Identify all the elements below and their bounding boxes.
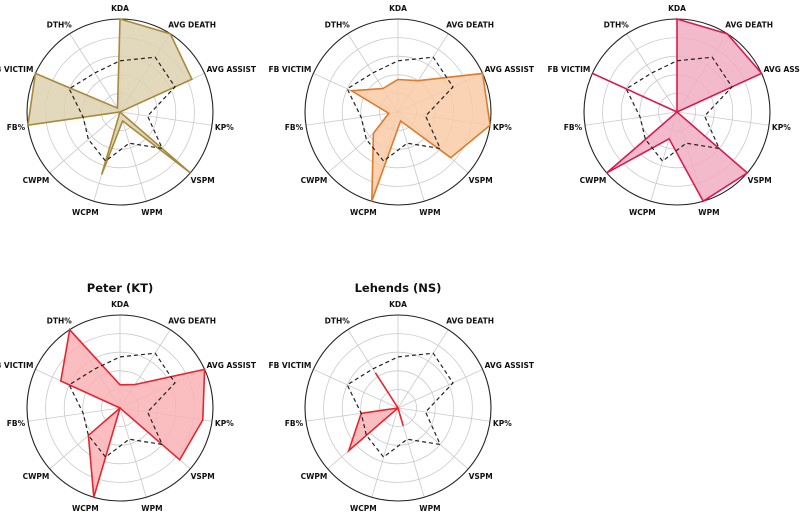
axis-label-kda: KDA <box>668 4 686 13</box>
radar-chart-lehends-ns: KDA AVG DEATH AVG ASSIST KP% VSPM WPM WCPM CWPM… <box>268 281 534 513</box>
axis-label-dth: DTH% <box>47 317 73 326</box>
axis-label-avg-assist: AVG ASSIST <box>207 361 257 370</box>
baseline-series-polygon <box>68 352 176 458</box>
baseline-series-polygon <box>625 56 733 162</box>
axis-label-kda: KDA <box>389 4 407 13</box>
axis-label-fb: FB% <box>7 419 26 428</box>
radar-chart-delight-hle: KDA AVG DEATH AVG ASSIST KP% VSPM WPM WCPM CWPM… <box>268 4 535 217</box>
axis-label-wpm: WPM <box>419 504 440 513</box>
chart-title: Lehends (NS) <box>355 281 442 295</box>
axis-label-kda: KDA <box>111 4 129 13</box>
spoke-fb <box>584 111 678 126</box>
spoke-wpm <box>119 407 147 498</box>
radar-chart-peter-kt: KDA AVG DEATH AVG ASSIST KP% VSPM WPM WCPM CWPM… <box>0 281 257 513</box>
axis-label-fb: FB% <box>285 419 304 428</box>
axis-label-fb-victim: FB VICTIM <box>0 361 33 370</box>
axis-label-avg-assist: AVG ASSIST <box>207 65 257 74</box>
radar-chart-keria-t1: KDA AVG DEATH AVG ASSIST KP% VSPM WPM WCPM CWPM… <box>547 4 800 217</box>
axis-label-wpm: WPM <box>141 504 162 513</box>
spoke-wpm <box>397 111 425 202</box>
spoke-kp <box>119 111 213 126</box>
baseline-series-polygon <box>68 56 176 162</box>
axis-label-vspm: VSPM <box>469 176 493 185</box>
axis-label-avg-death: AVG DEATH <box>725 21 773 30</box>
axis-label-avg-death: AVG DEATH <box>168 21 216 30</box>
axis-label-fb-victim: FB VICTIM <box>0 65 33 74</box>
axis-label-avg-death: AVG DEATH <box>446 21 494 30</box>
spoke-fb-victim <box>313 369 399 409</box>
outer-frame <box>304 18 492 206</box>
axis-label-vspm: VSPM <box>748 176 772 185</box>
axis-label-vspm: VSPM <box>469 472 493 481</box>
spoke-fb <box>305 111 399 126</box>
axis-label-fb: FB% <box>285 123 304 132</box>
axis-label-avg-assist: AVG ASSIST <box>485 361 535 370</box>
axis-label-dth: DTH% <box>325 317 351 326</box>
spoke-wpm <box>119 111 147 202</box>
axis-label-fb-victim: FB VICTIM <box>268 65 311 74</box>
axis-label-avg-assist: AVG ASSIST <box>764 65 800 74</box>
player-series-polygon <box>592 17 763 203</box>
axis-label-cwpm: CWPM <box>23 472 50 481</box>
baseline-series-polygon <box>346 352 454 458</box>
spoke-vspm <box>397 407 469 470</box>
radar-chart-duro-gen: KDA AVG DEATH AVG ASSIST KP% VSPM WPM WCPM CWPM… <box>0 4 257 217</box>
axis-label-wcpm: WCPM <box>72 504 99 513</box>
axis-label-dth: DTH% <box>47 21 73 30</box>
axis-label-fb-victim: FB VICTIM <box>268 361 311 370</box>
axis-label-dth: DTH% <box>604 21 630 30</box>
axis-label-kp: KP% <box>493 123 512 132</box>
axis-label-cwpm: CWPM <box>23 176 50 185</box>
axis-label-wcpm: WCPM <box>629 208 656 217</box>
spoke-wcpm <box>371 407 399 498</box>
axis-label-vspm: VSPM <box>191 472 215 481</box>
axis-label-cwpm: CWPM <box>301 472 328 481</box>
spoke-avg-death <box>397 329 449 409</box>
chart-title: Peter (KT) <box>87 281 153 295</box>
axis-label-avg-assist: AVG ASSIST <box>485 65 535 74</box>
axis-label-kda: KDA <box>111 300 129 309</box>
axis-label-kp: KP% <box>215 419 234 428</box>
player-series-polygon <box>347 372 404 454</box>
axis-label-wpm: WPM <box>419 208 440 217</box>
axis-label-cwpm: CWPM <box>580 176 607 185</box>
axis-label-fb: FB% <box>564 123 583 132</box>
player-series-polygon <box>59 328 206 498</box>
axis-label-kda: KDA <box>389 300 407 309</box>
player-series-polygon <box>348 72 491 202</box>
axis-label-wcpm: WCPM <box>350 208 377 217</box>
spoke-fb <box>27 407 121 422</box>
outer-frame <box>304 314 492 502</box>
axis-label-avg-death: AVG DEATH <box>168 317 216 326</box>
axis-label-wcpm: WCPM <box>350 504 377 513</box>
axis-label-wpm: WPM <box>698 208 719 217</box>
axis-label-fb-victim: FB VICTIM <box>547 65 590 74</box>
axis-label-fb: FB% <box>7 123 26 132</box>
axis-label-wcpm: WCPM <box>72 208 99 217</box>
axis-label-kp: KP% <box>493 419 512 428</box>
axis-label-dth: DTH% <box>325 21 351 30</box>
axis-label-wpm: WPM <box>141 208 162 217</box>
axis-label-cwpm: CWPM <box>301 176 328 185</box>
outer-frame <box>26 314 214 502</box>
axis-label-kp: KP% <box>772 123 791 132</box>
spoke-avg-assist <box>397 369 483 409</box>
axis-label-kp: KP% <box>215 123 234 132</box>
spoke-kp <box>676 111 770 126</box>
baseline-series-polygon <box>346 56 454 162</box>
spoke-kp <box>397 407 491 422</box>
axis-label-avg-death: AVG DEATH <box>446 317 494 326</box>
axis-label-vspm: VSPM <box>191 176 215 185</box>
spoke-cwpm <box>49 111 121 174</box>
